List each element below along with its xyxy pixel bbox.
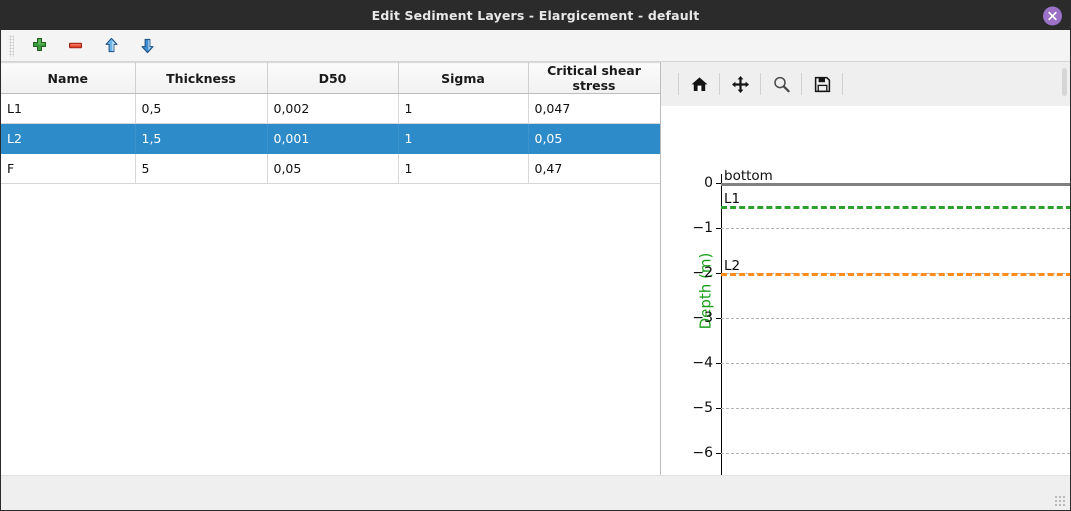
- home-icon: [691, 76, 707, 91]
- arrow-down-icon: [141, 38, 153, 54]
- y-tick: [716, 318, 721, 320]
- y-tick-label: −5: [692, 400, 713, 416]
- arrow-up-icon: [105, 37, 117, 53]
- y-tick-label: −2: [692, 265, 713, 281]
- series-line-l2: [721, 273, 1070, 276]
- column-header-critical-shear-stress[interactable]: Critical shear stress: [528, 62, 660, 94]
- pan-button[interactable]: [725, 69, 755, 99]
- plot-panel: Depth (m) 0 −1: [661, 62, 1070, 475]
- y-tick-label: −4: [692, 355, 713, 371]
- cell-name[interactable]: F: [1, 153, 136, 184]
- gridline: [721, 363, 1070, 364]
- table-row-selected[interactable]: L2 1,5 0,001 1 0,05: [1, 123, 660, 154]
- y-tick-label: −1: [692, 220, 713, 236]
- cell-critical-shear-stress[interactable]: 0,047: [528, 93, 660, 124]
- resize-grip[interactable]: [1054, 495, 1066, 507]
- y-axis-spine: [721, 174, 723, 475]
- gridline: [721, 453, 1070, 454]
- series-line-bottom: [721, 183, 1070, 186]
- cell-d50[interactable]: 0,001: [267, 123, 399, 154]
- move-down-button[interactable]: [134, 34, 160, 58]
- cell-name[interactable]: L1: [1, 93, 136, 124]
- y-tick: [716, 453, 721, 455]
- table-header-row: Name Thickness D50 Sigma Critical shear …: [1, 62, 660, 94]
- toolbar-drag-handle[interactable]: [9, 34, 14, 57]
- table-row[interactable]: F 5 0,05 1 0,47: [1, 153, 660, 184]
- toolbar-separator: [760, 73, 761, 95]
- toolbar-separator: [842, 73, 843, 95]
- save-button[interactable]: [807, 69, 837, 99]
- column-header-sigma[interactable]: Sigma: [398, 62, 529, 94]
- magnifier-icon: [773, 76, 790, 92]
- cell-d50[interactable]: 0,05: [267, 153, 399, 184]
- y-tick-label: −6: [692, 445, 713, 461]
- y-tick-label: 0: [704, 175, 713, 191]
- status-strip: [1, 475, 1070, 510]
- cell-name[interactable]: L2: [1, 123, 136, 154]
- layer-table-panel: Name Thickness D50 Sigma Critical shear …: [1, 62, 661, 475]
- table-row[interactable]: L1 0,5 0,002 1 0,047: [1, 93, 660, 124]
- gridline: [721, 228, 1070, 229]
- series-line-l1: [721, 205, 1070, 209]
- toolbar-separator: [719, 73, 720, 95]
- toolbar-separator: [801, 73, 802, 95]
- add-layer-button[interactable]: [26, 34, 52, 58]
- y-tick: [716, 273, 721, 275]
- toolbar-separator: [678, 73, 679, 95]
- cell-critical-shear-stress[interactable]: 0,05: [528, 123, 660, 154]
- series-label-l2: L2: [724, 257, 741, 274]
- cell-sigma[interactable]: 1: [398, 93, 529, 124]
- series-label-bottom: bottom: [724, 167, 773, 184]
- series-label-l1: L1: [724, 190, 741, 207]
- layer-toolbar: [1, 30, 1070, 62]
- cell-thickness[interactable]: 5: [135, 153, 268, 184]
- minus-icon: [68, 42, 82, 49]
- close-button[interactable]: [1043, 6, 1062, 25]
- cell-critical-shear-stress[interactable]: 0,47: [528, 153, 660, 184]
- move-icon: [731, 75, 749, 93]
- matplotlib-toolbar: [661, 62, 1070, 106]
- dialog-content: Name Thickness D50 Sigma Critical shear …: [1, 62, 1070, 475]
- plus-icon: [32, 38, 46, 51]
- depth-profile-chart[interactable]: Depth (m) 0 −1: [661, 106, 1070, 475]
- window-title: Edit Sediment Layers - Elargicement - de…: [371, 8, 700, 23]
- close-icon: [1048, 11, 1057, 20]
- y-tick: [716, 183, 721, 185]
- zoom-button[interactable]: [766, 69, 796, 99]
- home-button[interactable]: [684, 69, 714, 99]
- gridline: [721, 318, 1070, 319]
- column-header-d50[interactable]: D50: [267, 62, 399, 94]
- remove-layer-button[interactable]: [62, 34, 88, 58]
- layer-table: Name Thickness D50 Sigma Critical shear …: [1, 62, 660, 184]
- cell-d50[interactable]: 0,002: [267, 93, 399, 124]
- y-tick-label: −3: [692, 310, 713, 326]
- floppy-disk-icon: [814, 76, 830, 92]
- cell-sigma[interactable]: 1: [398, 123, 529, 154]
- title-bar: Edit Sediment Layers - Elargicement - de…: [1, 1, 1070, 30]
- cell-sigma[interactable]: 1: [398, 153, 529, 184]
- cell-thickness[interactable]: 0,5: [135, 93, 268, 124]
- vertical-scrollbar[interactable]: [1062, 68, 1067, 96]
- column-header-thickness[interactable]: Thickness: [135, 62, 268, 94]
- gridline: [721, 408, 1070, 409]
- column-header-name[interactable]: Name: [1, 62, 136, 94]
- plot-axes: 0 −1 −2 −3 −4 −5 −6 −7: [692, 169, 1070, 475]
- move-up-button[interactable]: [98, 34, 124, 58]
- y-tick: [716, 228, 721, 230]
- y-tick: [716, 363, 721, 365]
- cell-thickness[interactable]: 1,5: [135, 123, 268, 154]
- y-tick: [716, 408, 721, 410]
